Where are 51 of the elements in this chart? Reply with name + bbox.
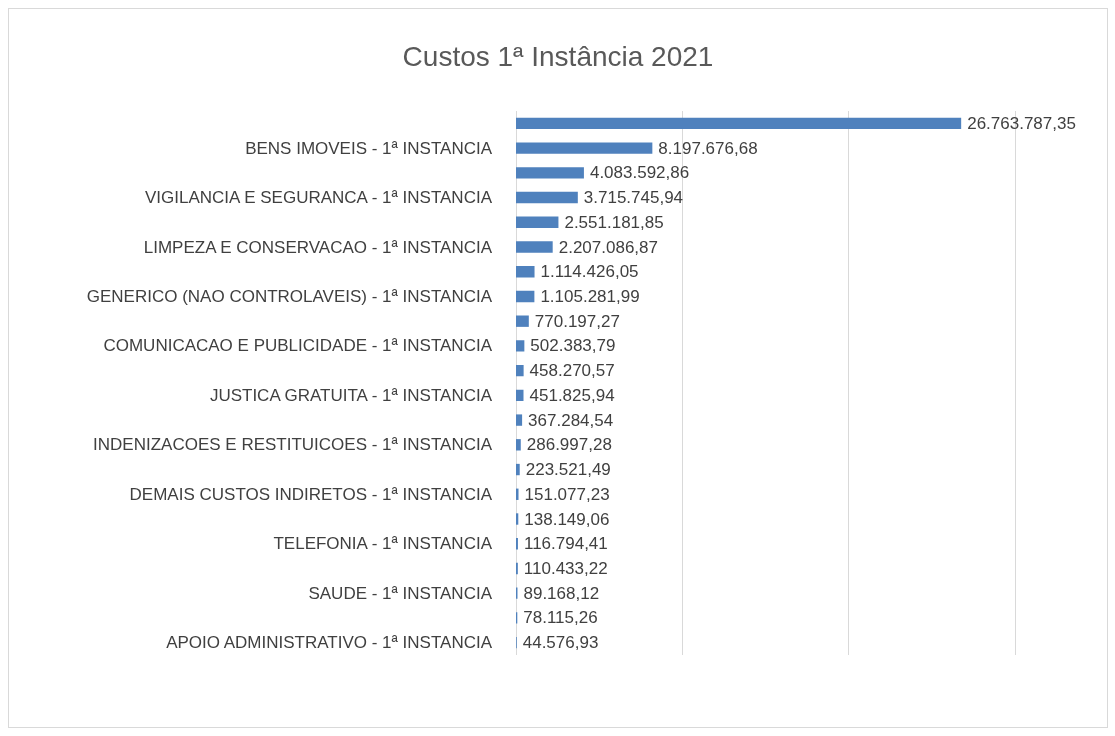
data-label: 2.551.181,85 (564, 212, 664, 232)
bar (516, 439, 521, 451)
data-label: 8.197.676,68 (658, 138, 758, 158)
data-label: 286.997,28 (526, 435, 612, 455)
bar (516, 513, 519, 525)
y-tick-label: BENS IMOVEIS - 1ª INSTANCIA (245, 138, 493, 158)
data-label: 44.576,93 (522, 633, 599, 653)
y-tick-label: TELEFONIA - 1ª INSTANCIA (273, 534, 493, 554)
data-label: 78.115,26 (523, 608, 598, 628)
data-label: 1.114.426,05 (540, 262, 639, 282)
y-tick-label: LIMPEZA E CONSERVACAO - 1ª INSTANCIA (143, 237, 493, 257)
bar (516, 191, 578, 204)
bar (516, 463, 520, 476)
data-label: 4.083.592,86 (589, 163, 690, 183)
bar (516, 290, 535, 303)
bar (516, 117, 962, 130)
y-tick-label: VIGILANCIA E SEGURANCA - 1ª INSTANCIA (144, 188, 493, 208)
y-tick-label: COMUNICACAO E PUBLICIDADE - 1ª INSTANCIA (103, 336, 493, 356)
data-label: 770.197,27 (534, 311, 620, 331)
data-label: 2.207.086,87 (558, 237, 658, 257)
bar (516, 389, 524, 402)
bar (516, 142, 653, 154)
data-label: 116.794,41 (523, 534, 608, 554)
bar (516, 241, 553, 253)
data-label: 110.433,22 (523, 558, 608, 578)
data-label: 223.521,49 (525, 460, 611, 480)
data-label: 367.284,54 (528, 410, 614, 430)
y-tick-label: APOIO ADMINISTRATIVO - 1ª INSTANCIA (166, 633, 493, 653)
bar (516, 315, 529, 327)
bar (516, 340, 525, 352)
y-tick-label: JUSTICA GRATUITA - 1ª INSTANCIA (209, 385, 493, 405)
y-tick-label: GENERICO (NAO CONTROLAVEIS) - 1ª INSTANCIA (86, 286, 493, 306)
data-label: 26.763.787,35 (967, 113, 1076, 133)
data-label: 89.168,12 (523, 583, 600, 603)
y-tick-label: SAUDE - 1ª INSTANCIA (308, 583, 493, 603)
bar (516, 488, 519, 500)
data-label: 138.149,06 (524, 509, 610, 529)
bar (516, 414, 523, 426)
data-label: 502.383,79 (530, 336, 616, 356)
data-label: 151.077,23 (524, 484, 610, 504)
bar (516, 364, 524, 377)
data-label: 1.105.281,99 (540, 286, 640, 306)
y-tick-label: DEMAIS CUSTOS INDIRETOS - 1ª INSTANCIA (129, 484, 493, 504)
chart-title: Custos 1ª Instância 2021 (402, 40, 714, 72)
data-label: 451.825,94 (529, 385, 615, 405)
data-label: 3.715.745,94 (583, 188, 684, 208)
data-label: 458.270,57 (529, 361, 615, 381)
bar (516, 216, 559, 228)
bar (516, 266, 535, 278)
bar (516, 167, 584, 179)
y-tick-label: INDENIZACOES E RESTITUICOES - 1ª INSTANCIA (93, 435, 493, 455)
